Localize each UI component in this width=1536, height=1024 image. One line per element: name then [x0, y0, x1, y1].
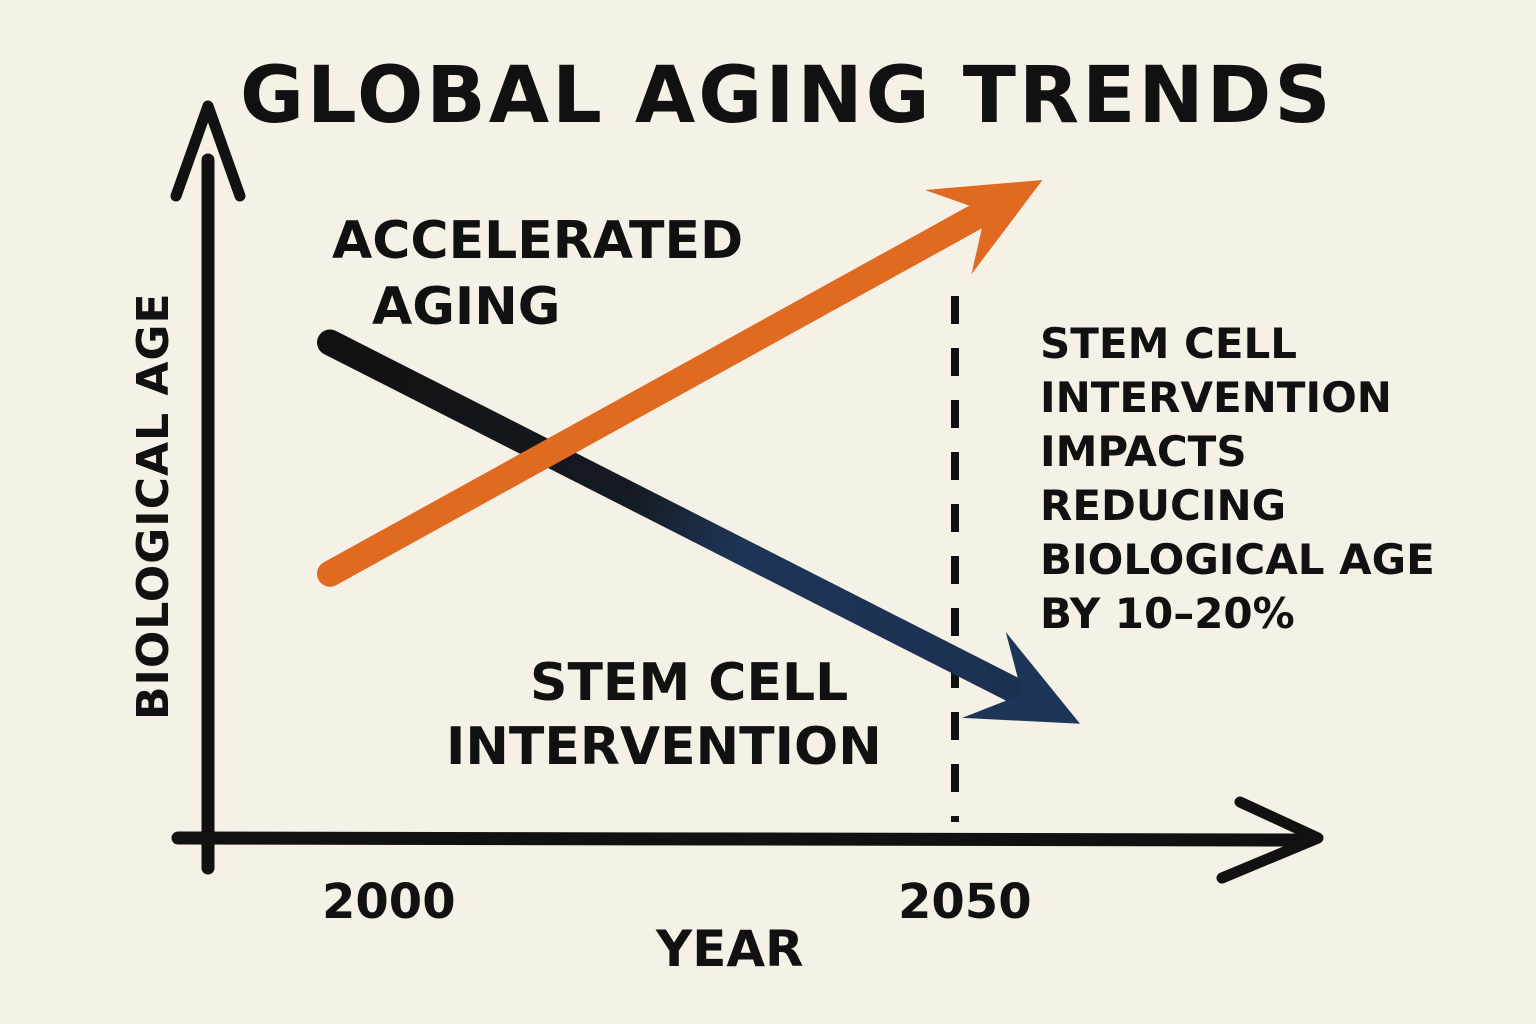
series-line-accelerated-aging	[317, 186, 1021, 587]
annotation-line: STEM CELL	[1040, 319, 1297, 368]
series-arrowhead-accelerated-aging	[924, 180, 1043, 275]
series-label-line: INTERVENTION	[446, 717, 882, 777]
y-axis-label: BIOLOGICAL AGE	[128, 292, 179, 720]
y-axis	[170, 100, 246, 875]
series-label-line: STEM CELL	[530, 653, 848, 713]
x-tick-label: 2000	[322, 874, 456, 930]
x-axis-label: YEAR	[655, 920, 804, 978]
marker-annotation: STEM CELL INTERVENTION IMPACTS REDUCING …	[1040, 319, 1449, 638]
series-label-stem-cell-intervention: STEM CELL INTERVENTION	[446, 653, 882, 777]
series-label-accelerated-aging: ACCELERATED AGING	[332, 211, 761, 337]
annotation-line: IMPACTS	[1040, 427, 1247, 476]
series-arrowhead-stem-cell-intervention	[962, 632, 1080, 724]
annotation-line: INTERVENTION	[1040, 373, 1392, 422]
x-tick-label: 2050	[898, 874, 1032, 930]
series-line-stem-cell-intervention	[317, 329, 1058, 719]
annotation-line: BIOLOGICAL AGE	[1040, 535, 1435, 584]
series-label-line: ACCELERATED	[332, 211, 743, 271]
chart-title: GLOBAL AGING TRENDS	[240, 51, 1334, 141]
annotation-line: REDUCING	[1040, 481, 1286, 530]
series-layer	[317, 180, 1080, 724]
x-axis	[171, 796, 1324, 884]
series-label-line: AGING	[372, 277, 560, 337]
annotation-line: BY 10–20%	[1040, 589, 1295, 638]
